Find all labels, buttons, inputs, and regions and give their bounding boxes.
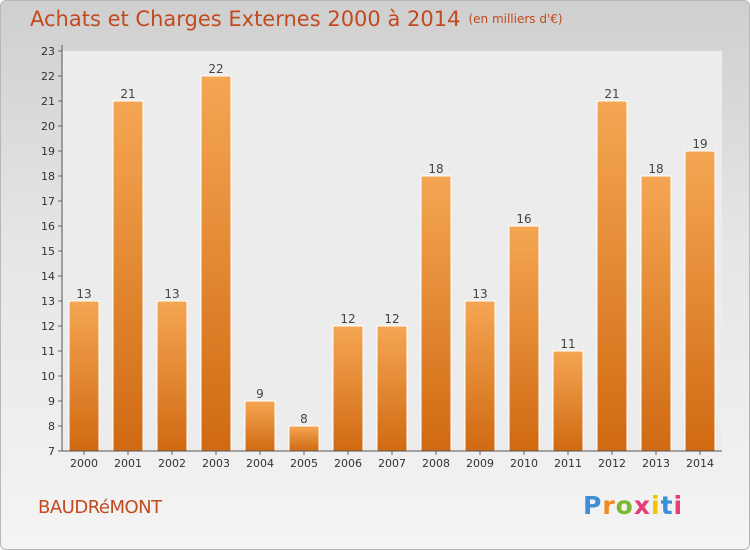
y-tick-label-16: 16 xyxy=(41,220,55,233)
x-tick-label-2000: 2000 xyxy=(70,457,98,470)
x-tick-label-2009: 2009 xyxy=(466,457,494,470)
data-label-2001: 21 xyxy=(120,87,135,101)
y-tick-label-10: 10 xyxy=(41,370,55,383)
x-tick-label-2005: 2005 xyxy=(290,457,318,470)
data-label-2008: 18 xyxy=(428,162,443,176)
logo-letter: r xyxy=(602,491,616,520)
proxiti-logo: Proxiti xyxy=(583,491,683,520)
bar-2005 xyxy=(288,425,320,452)
chart-title-text: Achats et Charges Externes 2000 à 2014 xyxy=(30,7,461,31)
logo-letter: o xyxy=(615,491,634,520)
data-label-2012: 21 xyxy=(604,87,619,101)
x-tick-label-2006: 2006 xyxy=(334,457,362,470)
chart-subtitle: (en milliers d'€) xyxy=(468,12,563,26)
data-label-2005: 8 xyxy=(300,412,308,426)
data-label-2013: 18 xyxy=(648,162,663,176)
x-tick-label-2013: 2013 xyxy=(642,457,670,470)
data-label-2009: 13 xyxy=(472,287,487,301)
data-label-2004: 9 xyxy=(256,387,264,401)
data-label-2003: 22 xyxy=(208,62,223,76)
x-tick-label-2012: 2012 xyxy=(598,457,626,470)
logo-letter: t xyxy=(660,491,674,520)
commune-name: BAUDRéMONT xyxy=(38,497,162,518)
data-label-2011: 11 xyxy=(560,337,575,351)
x-tick-label-2010: 2010 xyxy=(510,457,538,470)
bar-2000 xyxy=(68,300,100,452)
x-tick-label-2014: 2014 xyxy=(686,457,714,470)
data-label-2014: 19 xyxy=(692,137,707,151)
bar-2004 xyxy=(244,400,276,452)
bar-2007 xyxy=(376,325,408,452)
y-tick-label-14: 14 xyxy=(41,270,55,283)
y-tick-label-18: 18 xyxy=(41,170,55,183)
x-tick-label-2007: 2007 xyxy=(378,457,406,470)
bar-2001 xyxy=(112,100,144,452)
y-tick-label-8: 8 xyxy=(48,420,55,433)
logo-letter: x xyxy=(633,491,651,520)
bar-2010 xyxy=(508,225,540,452)
bar-2011 xyxy=(552,350,584,452)
y-tick-label-23: 23 xyxy=(41,45,55,58)
y-tick-label-21: 21 xyxy=(41,95,55,108)
x-tick-label-2003: 2003 xyxy=(202,457,230,470)
y-tick-label-17: 17 xyxy=(41,195,55,208)
chart-title: Achats et Charges Externes 2000 à 2014 (e… xyxy=(30,7,563,31)
y-tick-label-13: 13 xyxy=(41,295,55,308)
bar-2008 xyxy=(420,175,452,452)
bar-2002 xyxy=(156,300,188,452)
y-tick-label-22: 22 xyxy=(41,70,55,83)
y-tick-label-7: 7 xyxy=(48,445,55,458)
logo-letter: i xyxy=(673,491,684,520)
data-label-2007: 12 xyxy=(384,312,399,326)
x-tick-label-2011: 2011 xyxy=(554,457,582,470)
x-tick-label-2004: 2004 xyxy=(246,457,274,470)
x-tick-label-2002: 2002 xyxy=(158,457,186,470)
x-tick-label-2001: 2001 xyxy=(114,457,142,470)
logo-letter: P xyxy=(583,491,603,520)
bar-2003 xyxy=(200,75,232,452)
data-label-2006: 12 xyxy=(340,312,355,326)
y-tick-label-19: 19 xyxy=(41,145,55,158)
y-tick-label-20: 20 xyxy=(41,120,55,133)
data-label-2010: 16 xyxy=(516,212,531,226)
data-label-2000: 13 xyxy=(76,287,91,301)
y-tick-label-12: 12 xyxy=(41,320,55,333)
bar-2009 xyxy=(464,300,496,452)
x-tick-label-2008: 2008 xyxy=(422,457,450,470)
data-label-2002: 13 xyxy=(164,287,179,301)
bar-2006 xyxy=(332,325,364,452)
y-tick-label-11: 11 xyxy=(41,345,55,358)
bar-2013 xyxy=(640,175,672,452)
bar-2014 xyxy=(684,150,716,452)
bar-2012 xyxy=(596,100,628,452)
y-tick-label-9: 9 xyxy=(48,395,55,408)
y-tick-label-15: 15 xyxy=(41,245,55,258)
logo-letter: i xyxy=(651,491,661,520)
